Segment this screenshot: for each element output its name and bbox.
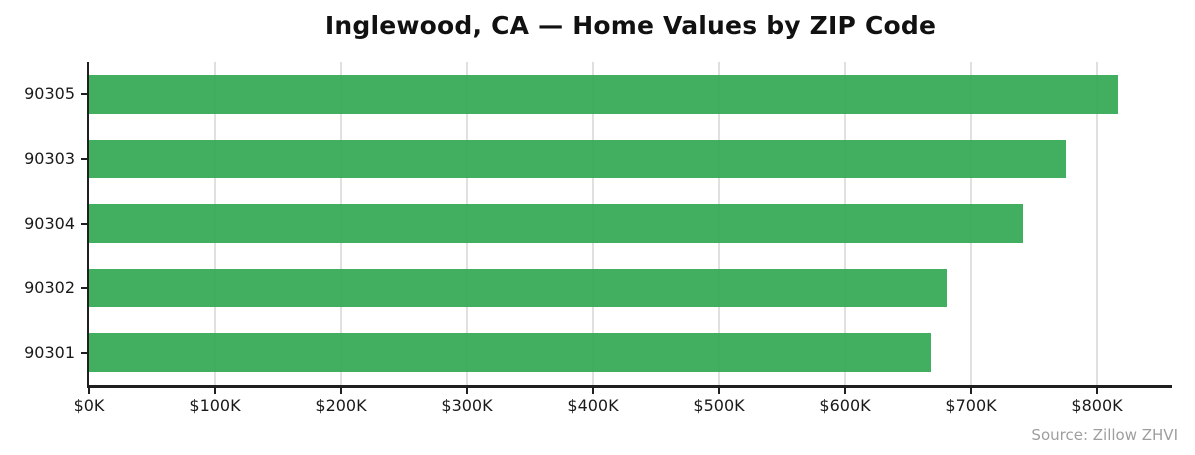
y-tick: [81, 222, 87, 225]
x-tick: [844, 388, 847, 394]
x-tick: [340, 388, 342, 394]
x-tick-label: $200K: [315, 396, 367, 415]
y-tick: [81, 351, 87, 354]
x-tick-label: $300K: [441, 396, 493, 415]
x-tick-label: $400K: [567, 396, 619, 415]
x-tick-label: $0K: [73, 396, 105, 415]
x-tick: [1096, 388, 1099, 394]
x-tick: [88, 388, 90, 394]
x-tick: [214, 388, 216, 394]
bar-90305: [89, 74, 1119, 114]
gridline: [1096, 62, 1099, 385]
y-tick-label: 90303: [24, 148, 75, 168]
bar-90301: [89, 333, 931, 373]
x-axis-spine: [87, 385, 1172, 388]
y-tick: [81, 157, 87, 160]
y-tick-label: 90302: [24, 278, 75, 298]
y-tick-label: 90304: [24, 213, 75, 233]
plot-area: 90305 90303 90304 90302 90301 $0K $100K $200K $3…: [24, 62, 1172, 414]
x-tick: [970, 388, 973, 394]
x-tick: [466, 388, 468, 394]
x-tick: [718, 388, 721, 394]
y-tick: [81, 287, 87, 290]
bar-90303: [89, 139, 1066, 179]
x-tick: [592, 388, 594, 394]
y-tick-label: 90305: [24, 84, 75, 104]
bar-90304: [89, 204, 1023, 243]
x-tick-label: $800K: [1071, 396, 1123, 415]
bar-90302: [89, 268, 948, 308]
x-tick-label: $600K: [819, 396, 871, 415]
y-axis-spine: [87, 62, 89, 388]
chart-title: Inglewood, CA — Home Values by ZIP Code: [324, 11, 937, 40]
x-tick-label: $700K: [945, 396, 997, 415]
x-tick-label: $100K: [189, 396, 241, 415]
y-tick: [81, 93, 87, 96]
y-tick-label: 90301: [24, 342, 75, 362]
x-tick-label: $500K: [693, 396, 745, 415]
source-caption: Source: Zillow ZHVI: [1031, 426, 1178, 444]
